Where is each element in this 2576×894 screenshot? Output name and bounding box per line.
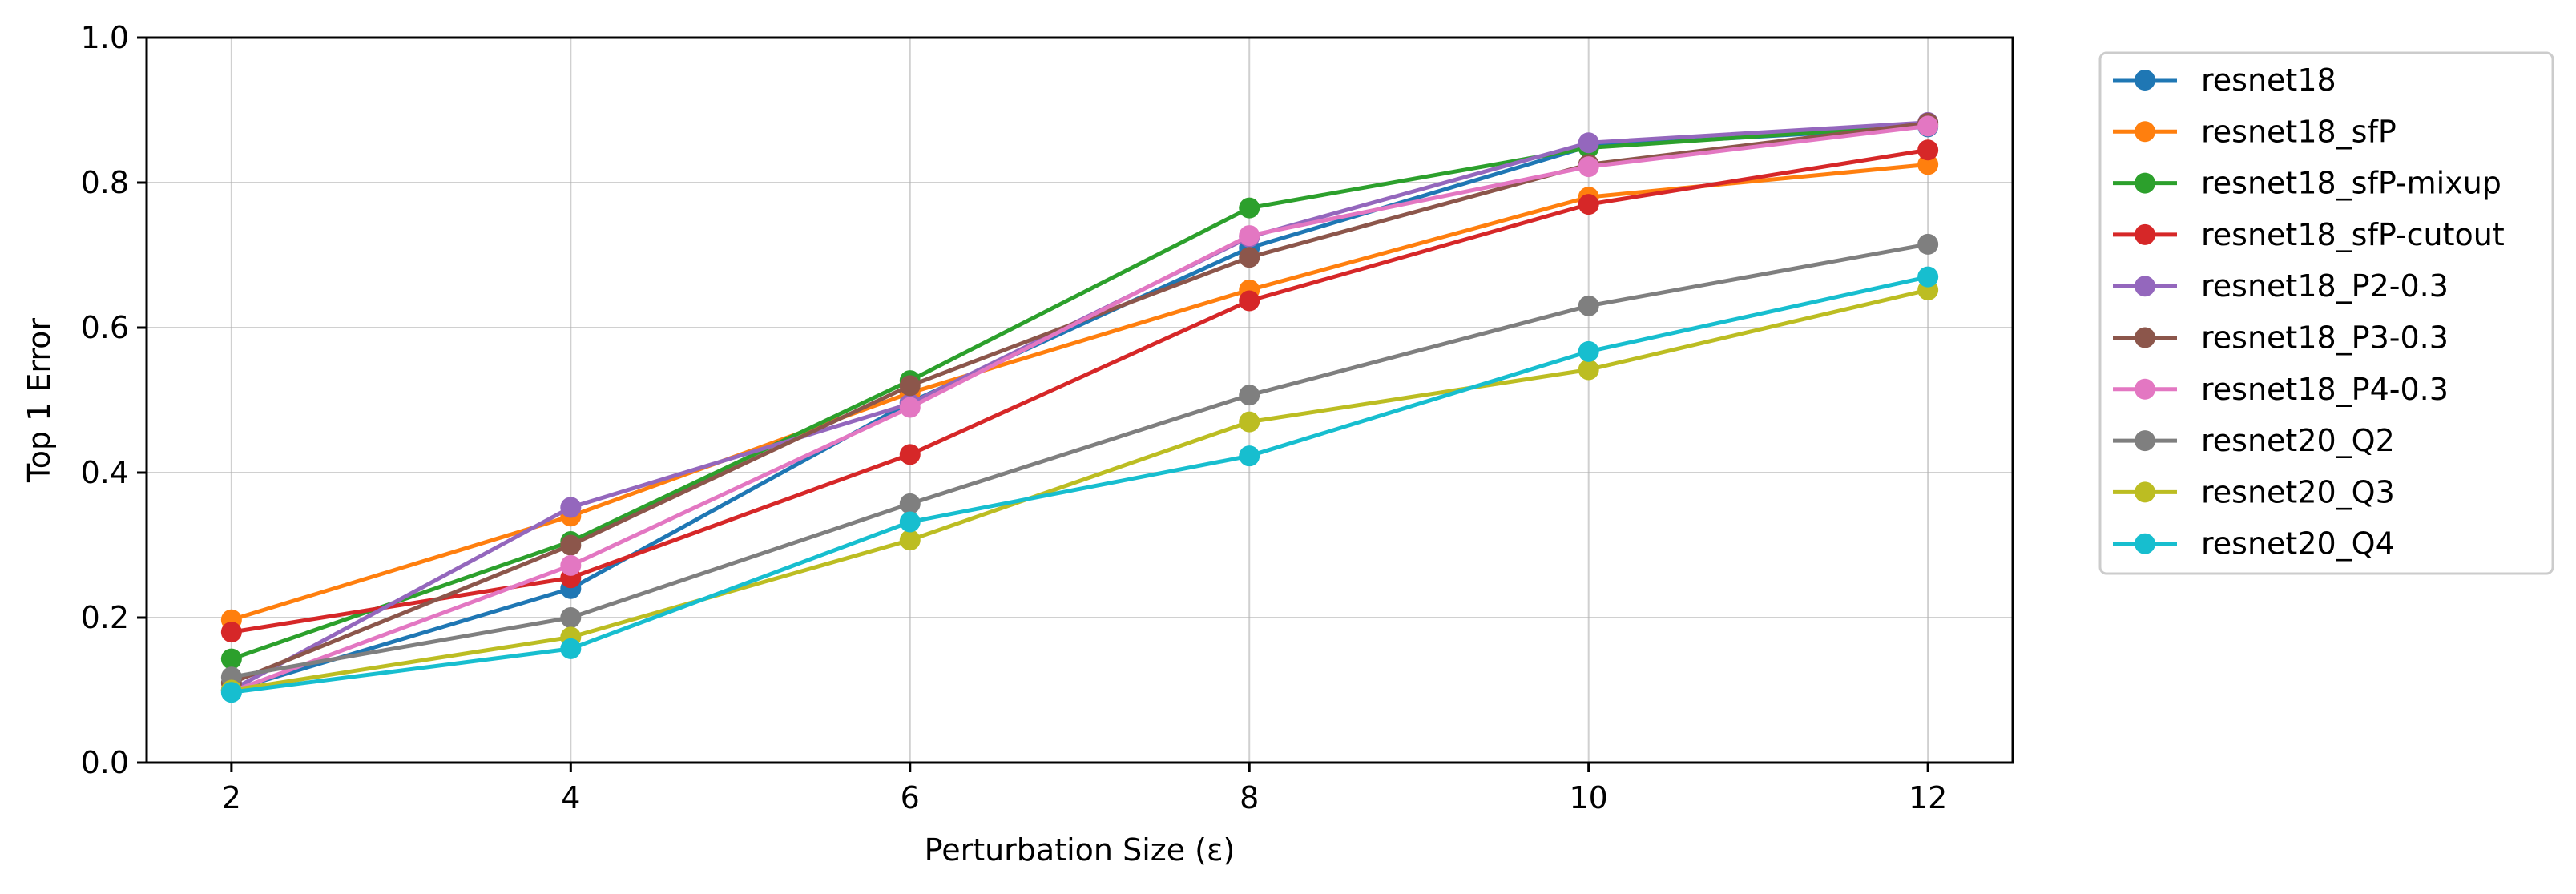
series-line [231,275,1929,695]
data-point [899,375,921,397]
legend-label: resnet18_P4-0.3 [2201,372,2449,407]
data-point [560,638,582,659]
data-point [1578,340,1599,362]
legend-marker [2135,481,2155,503]
data-point [899,397,921,418]
y-tick-label: 0.4 [81,455,129,490]
data-point [1239,411,1260,433]
x-axis-ticks: 2 4 6 8 10 12 [222,763,1947,815]
data-point [220,648,242,670]
data-point [1578,295,1599,316]
data-point [899,444,921,465]
series-line [230,123,1929,694]
y-tick-label: 0.0 [81,745,129,780]
plot-area-frame [145,36,2014,764]
data-point [560,497,582,518]
legend-item: resnet18_sfP [2113,114,2397,149]
y-tick-label: 1.0 [81,20,129,55]
series-group [220,266,1939,703]
x-tick-label: 2 [222,780,241,815]
data-point [1239,290,1260,312]
legend-label: resnet18 [2201,62,2336,98]
legend-label: resnet20_Q2 [2201,423,2395,458]
x-axis-label: Perturbation Size (ε) [925,832,1236,868]
x-tick-label: 10 [1570,780,1608,815]
data-point [1578,156,1599,178]
legend-box [2098,51,2554,575]
legend-marker [2135,224,2155,245]
legend-item: resnet18_P3-0.3 [2113,320,2449,356]
y-axis-label: Top 1 Error [22,318,57,483]
legend-marker [2135,276,2155,297]
x-tick-label: 12 [1909,780,1947,815]
x-tick-label: 8 [1240,780,1259,815]
series-group [220,233,1939,688]
data-point [220,622,242,643]
data-point [1578,359,1599,381]
x-tick-label: 4 [561,780,580,815]
data-point [1239,385,1260,406]
data-point [1578,132,1599,154]
data-point [1239,445,1260,467]
data-point [220,682,242,703]
legend-item: resnet18_sfP-mixup [2113,166,2501,201]
series-line [231,242,1929,679]
data-point [899,493,921,514]
legend-item: resnet18 [2113,62,2336,98]
data-point [1239,197,1260,219]
y-tick-label: 0.8 [81,165,129,200]
legend-item: resnet18_sfP-cutout [2113,217,2505,252]
legend-item: resnet18_P4-0.3 [2113,372,2449,407]
legend-item: resnet18_P2-0.3 [2113,268,2449,304]
legend-label: resnet18_sfP-cutout [2201,217,2505,252]
data-point [1917,115,1939,137]
data-point [1917,266,1939,288]
data-point [1239,247,1260,268]
y-tick-label: 0.2 [81,600,129,635]
legend-label: resnet18_sfP [2201,114,2397,149]
data-point [1917,139,1939,161]
series-line [231,288,1929,692]
data-point [899,530,921,551]
data-point [1239,225,1260,247]
series-layer [220,111,1939,703]
data-point [1917,233,1939,255]
y-tick-label: 0.6 [81,310,129,345]
legend-marker [2135,172,2155,194]
y-axis-ticks: 0.0 0.2 0.4 0.6 0.8 1.0 [81,20,147,780]
legend-marker [2135,430,2155,452]
data-point [560,534,582,556]
series-line [231,123,1929,661]
data-point [1917,154,1939,175]
data-point [899,511,921,533]
legend-marker [2135,327,2155,348]
legend-marker [2135,378,2155,400]
legend-item: resnet20_Q3 [2113,474,2395,509]
data-point [560,554,582,576]
legend-label: resnet18_P3-0.3 [2201,320,2449,356]
data-point [560,607,582,628]
legend-label: resnet20_Q3 [2201,474,2395,509]
legend-item: resnet20_Q4 [2113,526,2395,562]
legend-marker [2135,121,2155,143]
x-tick-label: 6 [901,780,920,815]
legend-label: resnet18_P2-0.3 [2201,268,2449,304]
series-line [231,162,1929,622]
legend-label: resnet20_Q4 [2201,526,2395,562]
legend-marker [2135,70,2155,91]
data-point [1578,194,1599,215]
legend-marker [2135,533,2155,554]
legend-item: resnet20_Q2 [2113,423,2395,458]
legend-label: resnet18_sfP-mixup [2201,166,2501,201]
legend: resnet18 resnet18_sfP resnet18_sfP-mixupre… [2098,51,2554,575]
